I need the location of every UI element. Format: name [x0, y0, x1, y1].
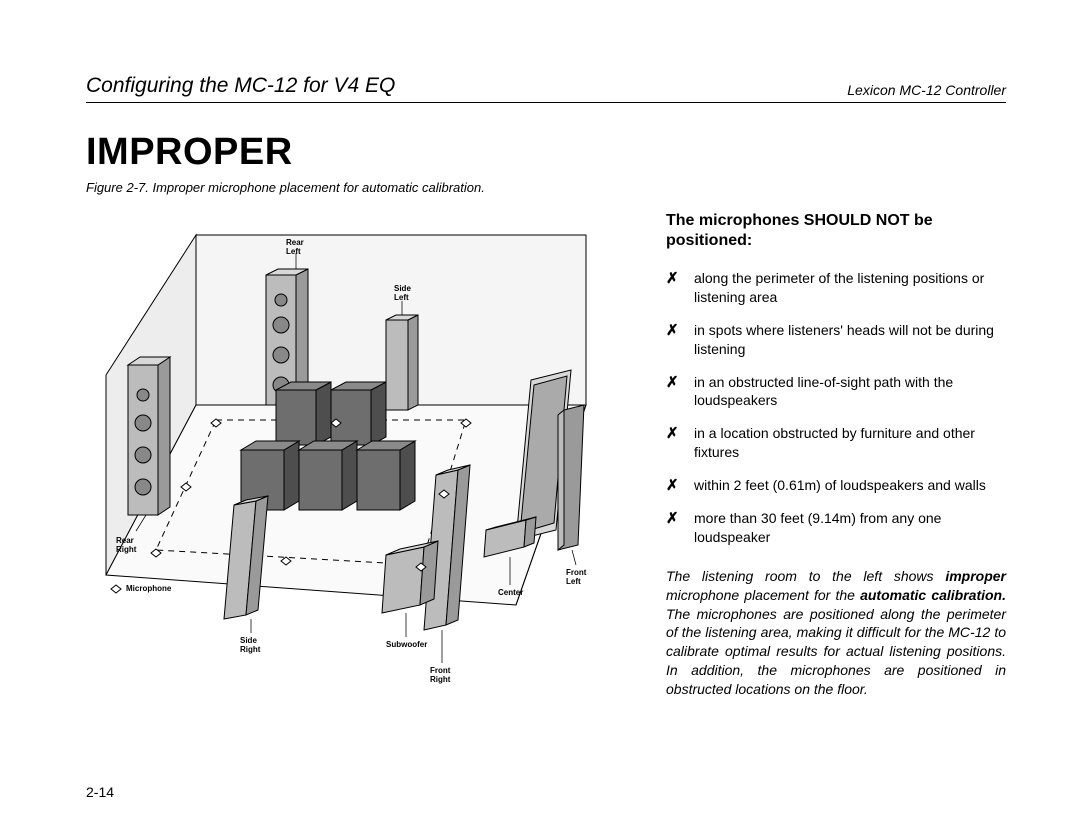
- figure-caption: Figure 2-7. Improper microphone placemen…: [86, 180, 1006, 195]
- room-diagram: RearLeft SideLeft RearRight Microphone S…: [86, 205, 626, 705]
- para-bold: automatic calibration.: [860, 587, 1006, 603]
- x-icon: ✗: [666, 269, 679, 289]
- x-icon: ✗: [666, 476, 679, 496]
- x-icon: ✗: [666, 424, 679, 444]
- speaker-front-left: [558, 405, 584, 550]
- label-side-right: SideRight: [240, 636, 261, 654]
- bullet-list: ✗ along the perimeter of the listening po…: [666, 269, 1006, 547]
- bullet-text: in a location obstructed by furniture an…: [694, 425, 975, 460]
- x-icon: ✗: [666, 373, 679, 393]
- bullet-text: more than 30 feet (9.14m) from any one l…: [694, 510, 941, 545]
- chairs-back-row: [276, 382, 386, 445]
- page-header: Configuring the MC-12 for V4 EQ Lexicon …: [86, 74, 1006, 103]
- x-icon: ✗: [666, 321, 679, 341]
- list-item: ✗ in an obstructed line-of-sight path wit…: [666, 373, 1006, 411]
- label-rear-right: RearRight: [116, 536, 137, 554]
- text-column: The microphones SHOULD NOT be positioned…: [666, 205, 1006, 710]
- x-icon: ✗: [666, 509, 679, 529]
- list-item: ✗ within 2 feet (0.61m) of loudspeakers a…: [666, 476, 1006, 495]
- list-item: ✗ in a location obstructed by furniture a…: [666, 424, 1006, 462]
- header-right: Lexicon MC-12 Controller: [847, 82, 1006, 98]
- para-bold: improper: [945, 568, 1006, 584]
- page-title: Improper: [86, 131, 1006, 174]
- label-subwoofer: Subwoofer: [386, 640, 427, 649]
- page-number: 2-14: [86, 784, 114, 800]
- para-text: The listening room to the left shows: [666, 568, 945, 584]
- para-text: microphone placement for the: [666, 587, 860, 603]
- label-front-left: FrontLeft: [566, 568, 587, 586]
- speaker-rear-right: [128, 357, 170, 515]
- bullet-text: in spots where listeners' heads will not…: [694, 322, 994, 357]
- speaker-side-left: [386, 315, 418, 410]
- bullet-text: in an obstructed line-of-sight path with…: [694, 374, 953, 409]
- figure-column: RearLeft SideLeft RearRight Microphone S…: [86, 205, 626, 710]
- list-item: ✗ more than 30 feet (9.14m) from any one …: [666, 509, 1006, 547]
- para-text: The microphones are positioned along the…: [666, 606, 1006, 698]
- bullet-text: within 2 feet (0.61m) of loudspeakers an…: [694, 477, 986, 493]
- list-item: ✗ in spots where listeners' heads will no…: [666, 321, 1006, 359]
- list-item: ✗ along the perimeter of the listening po…: [666, 269, 1006, 307]
- label-front-right: FrontRight: [430, 666, 451, 684]
- explanatory-paragraph: The listening room to the left shows imp…: [666, 567, 1006, 699]
- bullet-text: along the perimeter of the listening pos…: [694, 270, 984, 305]
- label-microphone: Microphone: [126, 584, 172, 593]
- subheading: The microphones SHOULD NOT be positioned…: [666, 211, 1006, 251]
- label-center: Center: [498, 588, 523, 597]
- header-left: Configuring the MC-12 for V4 EQ: [86, 74, 395, 98]
